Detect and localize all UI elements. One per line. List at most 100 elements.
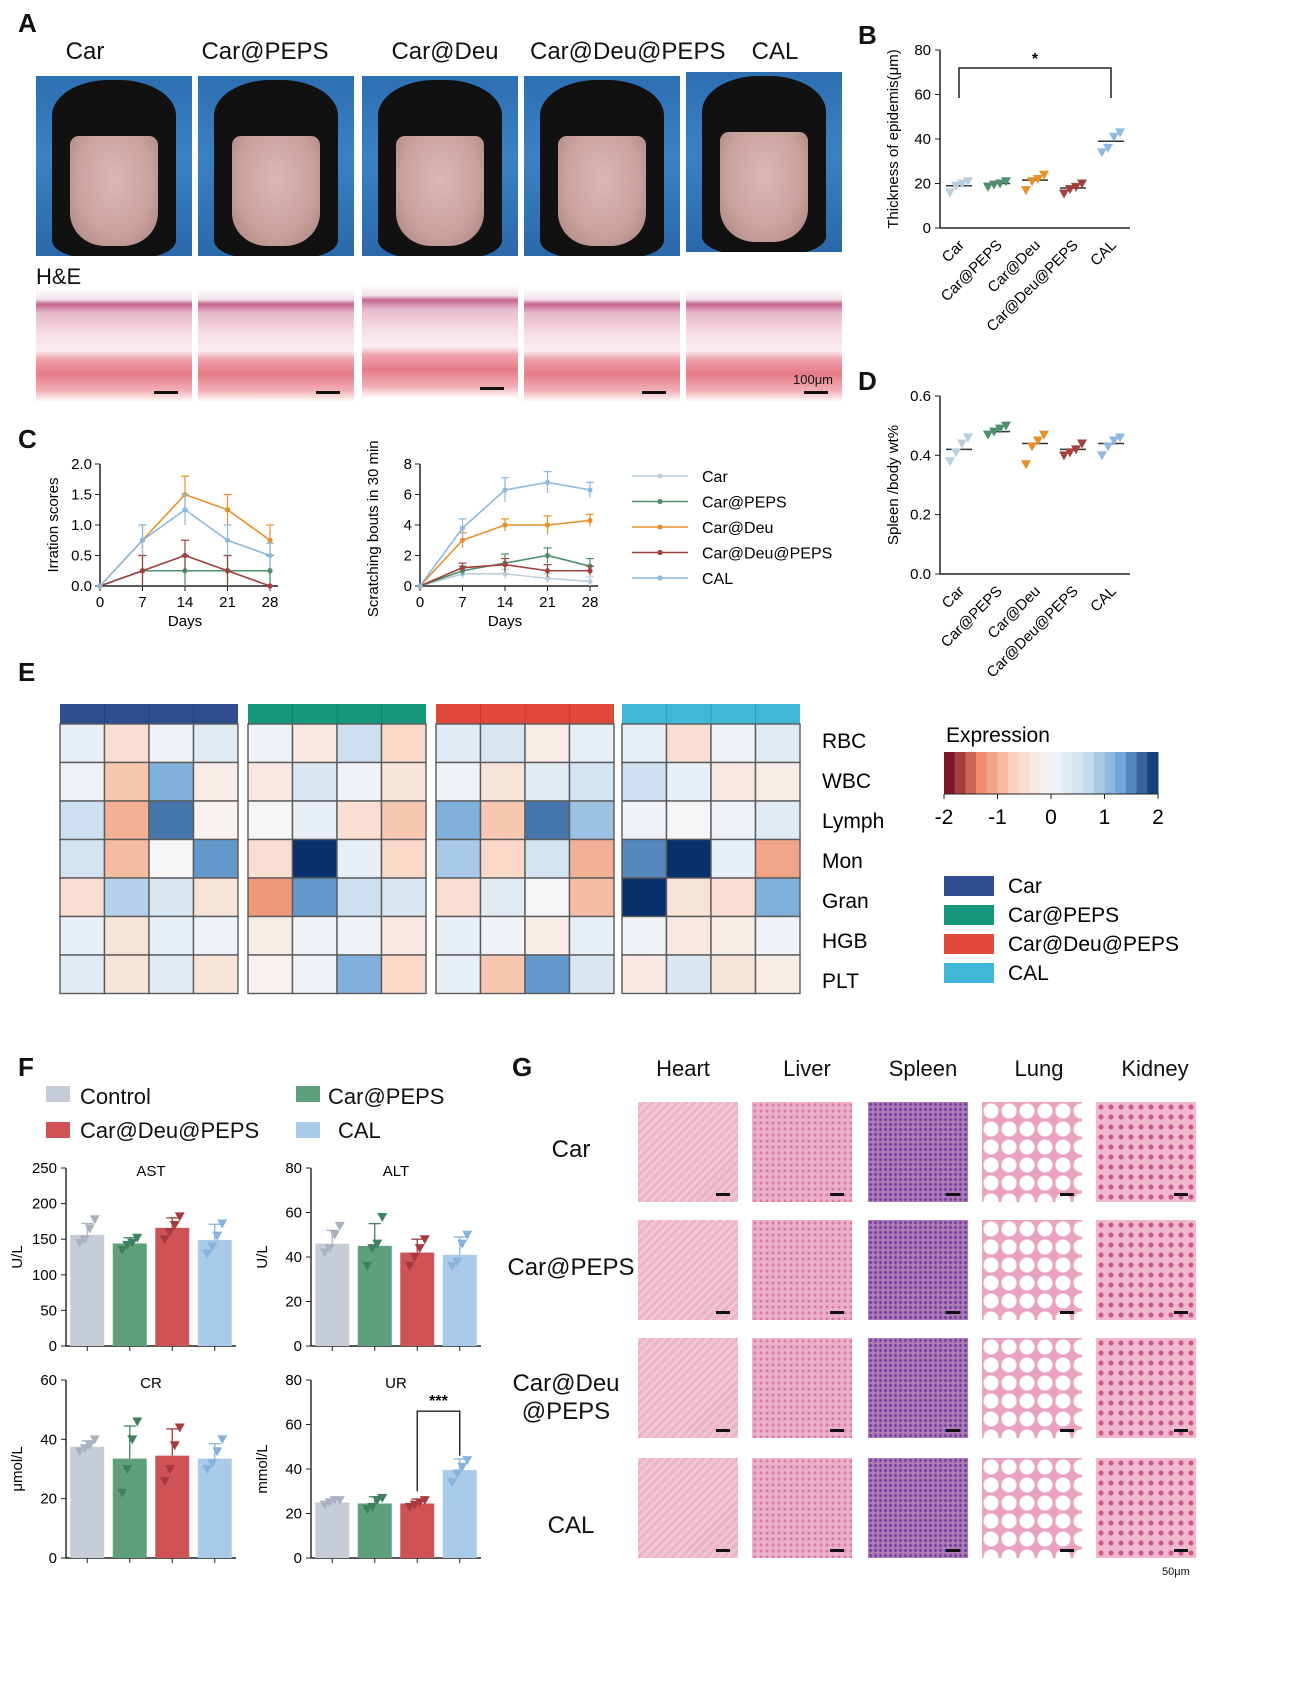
data-point	[334, 1221, 345, 1231]
data-point	[587, 568, 593, 574]
mouse-photo-car-peps	[198, 76, 354, 256]
legend-label-cal: CAL	[338, 1118, 381, 1143]
colorscale-swatch	[1147, 752, 1159, 794]
y-tick-label: 2	[404, 548, 412, 565]
tissue-image	[752, 1338, 852, 1438]
row-label: Gran	[822, 890, 869, 913]
colorscale-tick-label: -2	[935, 806, 954, 829]
heatmap-cell	[435, 915, 482, 956]
y-tick-label: 200	[32, 1196, 57, 1213]
photo-label-car-deu-peps: Car@Deu@PEPS	[530, 38, 726, 65]
legend-marker	[657, 498, 663, 505]
data-point	[544, 479, 551, 485]
data-point	[989, 180, 999, 190]
row-label: Mon	[822, 850, 863, 873]
y-tick-label: 40	[285, 1461, 302, 1478]
panel-label-a: A	[18, 8, 37, 38]
colorscale-swatch	[1125, 752, 1138, 794]
heatmap-cell	[59, 838, 106, 879]
group-color-bar	[248, 704, 426, 724]
heatmap-cell	[665, 954, 712, 995]
bar	[155, 1455, 190, 1558]
heatmap-cell	[59, 915, 106, 956]
scale-bar	[1174, 1549, 1188, 1552]
panel-label-b: B	[858, 20, 877, 50]
heatmap-cell	[479, 800, 526, 841]
data-point	[267, 537, 273, 543]
organ-scale-label: 50μm	[1162, 1566, 1190, 1578]
panel-f-cr-chart: 0 20 40 60 CR μmol/L	[9, 1372, 236, 1567]
row-label: Lymph	[822, 810, 884, 833]
mouse-photo-car-deu	[362, 76, 518, 256]
data-point	[414, 1244, 425, 1254]
data-point	[132, 1417, 143, 1427]
data-point	[74, 1447, 85, 1457]
data-point	[319, 1248, 330, 1258]
heatmap-cell	[435, 723, 482, 764]
panel-label-e: E	[18, 657, 36, 687]
heatmap-cell	[247, 800, 294, 841]
data-point	[587, 487, 593, 493]
scale-bar	[316, 391, 340, 394]
colorscale-tick-label: 2	[1152, 806, 1164, 829]
heatmap-cell	[568, 954, 615, 995]
group-legend-label: Car	[1008, 875, 1042, 898]
tissue-image	[868, 1338, 968, 1438]
heatmap-cell	[568, 877, 615, 918]
legend-swatch-cal	[296, 1122, 320, 1138]
bar	[315, 1502, 350, 1558]
data-point	[122, 1465, 133, 1474]
bar	[315, 1243, 350, 1346]
legend-label-control: Control	[80, 1084, 151, 1109]
photo-label-car: Car	[65, 38, 105, 65]
data-point	[377, 1212, 388, 1222]
tissue-image	[868, 1458, 968, 1558]
heatmap-cell	[103, 915, 150, 956]
data-point	[419, 1496, 430, 1506]
heatmap-cell	[568, 915, 615, 956]
data-point	[1039, 170, 1049, 180]
data-point	[1027, 442, 1037, 452]
photo-label-car-deu: Car@Deu	[391, 38, 499, 65]
data-point	[164, 1465, 175, 1474]
data-point	[1065, 185, 1075, 195]
panel-f-ast-chart: 0 50 100 150 200 250 AST U/L	[9, 1160, 236, 1355]
x-axis-label: Days	[168, 613, 202, 630]
heatmap-cell	[621, 954, 668, 995]
col-label-liver: Liver	[783, 1056, 831, 1081]
group-legend-label: CAL	[1008, 962, 1049, 985]
bar	[197, 1239, 232, 1346]
data-point	[367, 1502, 378, 1512]
y-tick-label: 20	[285, 1506, 302, 1523]
bar	[197, 1458, 232, 1558]
y-tick-label: 150	[32, 1231, 57, 1248]
y-tick-label: 20	[40, 1491, 57, 1508]
significance-marker: ***	[429, 1393, 448, 1410]
y-tick-label: 0.2	[910, 507, 931, 524]
colorscale-swatch	[1104, 752, 1116, 794]
tissue-image	[752, 1220, 852, 1320]
panel-f-alt-chart: 0 20 40 60 80 ALT U/L	[254, 1160, 481, 1355]
legend-label-car-deu-peps: Car@Deu@PEPS	[80, 1118, 260, 1143]
data-point	[159, 1235, 170, 1245]
y-tick-label: 6	[404, 487, 412, 504]
y-tick-label: 0.0	[910, 566, 931, 583]
chart-title: AST	[136, 1163, 165, 1180]
data-point	[182, 552, 188, 559]
y-tick-label: 0	[49, 1550, 57, 1567]
row-label: RBC	[822, 730, 866, 753]
photo-label-car-peps: Car@PEPS	[201, 38, 329, 65]
tissue-image	[1096, 1338, 1196, 1438]
data-point	[459, 537, 466, 543]
colorscale-swatch	[1083, 752, 1095, 794]
heatmap-cell	[148, 800, 195, 841]
scale-bar	[1060, 1193, 1074, 1196]
row-label: PLT	[822, 970, 859, 993]
col-label-heart: Heart	[656, 1056, 710, 1081]
heatmap-cell	[524, 877, 571, 918]
heatmap-cell	[435, 838, 482, 879]
data-point	[544, 568, 551, 574]
heatmap-cell	[710, 800, 757, 841]
heatmap-cell	[621, 761, 668, 802]
